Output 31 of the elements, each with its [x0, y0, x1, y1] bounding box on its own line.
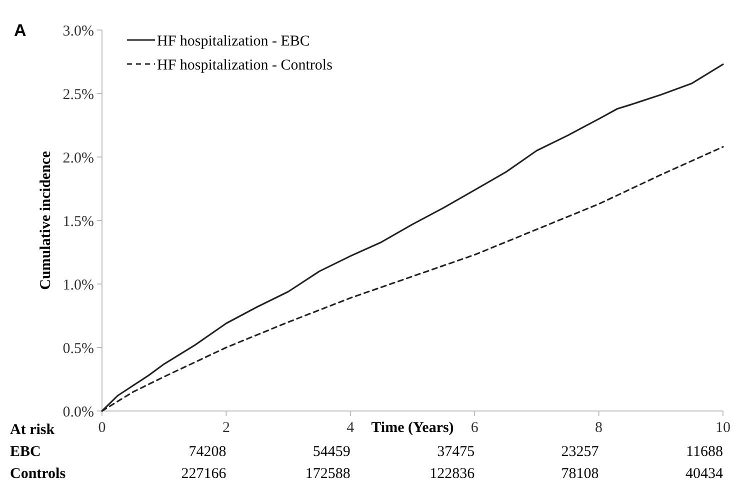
text: EBC	[10, 444, 41, 460]
y-tick-label: 2.0%	[62, 150, 94, 166]
x-tick-label: 0	[98, 420, 106, 436]
x-tick-label: 4	[346, 420, 355, 436]
y-tick-label: 3.0%	[62, 23, 94, 40]
text: 122836	[430, 466, 476, 482]
text: 227166	[181, 466, 227, 482]
text: 74208	[188, 444, 226, 460]
x-axis-title: Time (Years)	[371, 420, 454, 436]
legend-label: HF hospitalization - EBC	[157, 33, 310, 50]
chart-title: A	[14, 21, 26, 40]
y-tick-label: 2.5%	[62, 86, 94, 103]
x-tick-label: 2	[222, 420, 230, 436]
text: 23257	[561, 444, 600, 460]
y-axis-title: Cumulative incidence	[38, 150, 54, 290]
legend-label: HF hospitalization - Controls	[157, 57, 333, 74]
x-tick-label: 8	[595, 420, 603, 436]
text: 78108	[561, 466, 599, 482]
text: Controls	[10, 466, 66, 482]
x-tick-label: 6	[470, 420, 479, 436]
x-tick-label: 10	[716, 420, 730, 436]
text: 172588	[305, 466, 350, 482]
y-tick-label: 1.5%	[62, 214, 94, 230]
text: 54459	[312, 444, 350, 460]
text: At risk	[10, 422, 56, 438]
y-tick-label: 0.0%	[62, 404, 94, 420]
text: 40434	[686, 466, 724, 482]
y-tick-label: 1.0%	[62, 277, 94, 294]
text: 37475	[437, 444, 475, 460]
text: 11688	[686, 444, 723, 460]
y-tick-label: 0.5%	[62, 340, 94, 357]
